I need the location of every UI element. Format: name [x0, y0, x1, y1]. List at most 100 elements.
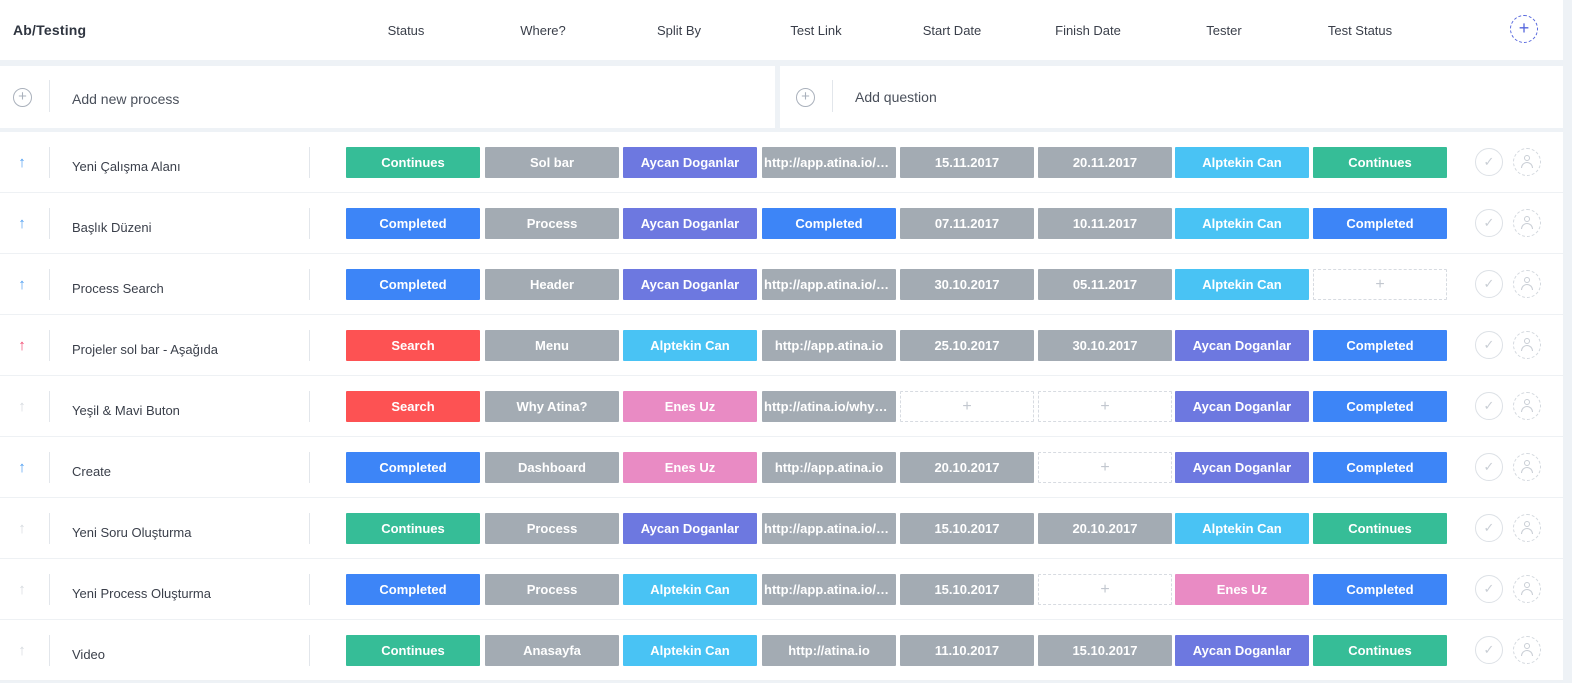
test-link-cell[interactable]: http://app.atina.io	[762, 330, 896, 361]
finish-date-cell[interactable]: 20.11.2017	[1038, 147, 1172, 178]
table-row[interactable]: ↑ Yeni Process Oluşturma Completed Process A…	[0, 559, 1563, 620]
table-row[interactable]: ↑ Process Search Completed Header Aycan Doga…	[0, 254, 1563, 315]
test-status-cell[interactable]: Completed	[1313, 452, 1447, 483]
column-header-status[interactable]: Status	[387, 23, 425, 38]
test-status-cell[interactable]: Completed	[1313, 574, 1447, 605]
test-link-cell[interactable]: http://atina.io	[762, 635, 896, 666]
tester-cell[interactable]: Alptekin Can	[1175, 269, 1309, 300]
tester-cell[interactable]: Alptekin Can	[1175, 208, 1309, 239]
column-header-tester[interactable]: Tester	[1206, 23, 1242, 38]
table-row[interactable]: ↑ Video Continues Anasayfa Alptekin Can http:…	[0, 620, 1563, 681]
start-date-cell[interactable]: 15.11.2017	[900, 147, 1034, 178]
tester-cell[interactable]: Aycan Doganlar	[1175, 452, 1309, 483]
column-header-split-by[interactable]: Split By	[656, 23, 702, 38]
arrow-up-icon[interactable]: ↑	[18, 520, 26, 537]
check-circle-icon[interactable]: ✓	[1475, 148, 1503, 176]
check-circle-icon[interactable]: ✓	[1475, 392, 1503, 420]
test-link-cell[interactable]: http://app.atina.io/pr...	[762, 513, 896, 544]
finish-date-cell[interactable]: 05.11.2017	[1038, 269, 1172, 300]
tester-cell[interactable]: Alptekin Can	[1175, 513, 1309, 544]
user-circle-icon[interactable]	[1513, 148, 1541, 176]
process-name[interactable]: Yeni Process Oluşturma	[72, 586, 211, 601]
process-name[interactable]: Yeni Çalışma Alanı	[72, 159, 181, 174]
finish-date-cell[interactable]: 15.10.2017	[1038, 635, 1172, 666]
table-row[interactable]: ↑ Yeni Soru Oluşturma Continues Process Ayca…	[0, 498, 1563, 559]
arrow-up-icon[interactable]: ↑	[18, 337, 26, 354]
where-cell[interactable]: Why Atina?	[485, 391, 619, 422]
empty-finish-date-cell[interactable]: +	[1038, 574, 1172, 605]
add-process-bar[interactable]: + Add new process	[0, 66, 775, 128]
status-cell[interactable]: Completed	[346, 452, 480, 483]
status-cell[interactable]: Completed	[346, 574, 480, 605]
arrow-up-icon[interactable]: ↑	[18, 215, 26, 232]
finish-date-cell[interactable]: 20.10.2017	[1038, 513, 1172, 544]
tester-cell[interactable]: Aycan Doganlar	[1175, 635, 1309, 666]
process-name[interactable]: Process Search	[72, 281, 164, 296]
check-circle-icon[interactable]: ✓	[1475, 514, 1503, 542]
where-cell[interactable]: Process	[485, 574, 619, 605]
status-cell[interactable]: Completed	[346, 269, 480, 300]
table-row[interactable]: ↑ Başlık Düzeni Completed Process Aycan Doga…	[0, 193, 1563, 254]
split-by-cell[interactable]: Enes Uz	[623, 391, 757, 422]
where-cell[interactable]: Menu	[485, 330, 619, 361]
start-date-cell[interactable]: 25.10.2017	[900, 330, 1034, 361]
split-by-cell[interactable]: Alptekin Can	[623, 635, 757, 666]
status-cell[interactable]: Continues	[346, 147, 480, 178]
split-by-cell[interactable]: Alptekin Can	[623, 574, 757, 605]
process-name[interactable]: Başlık Düzeni	[72, 220, 152, 235]
check-circle-icon[interactable]: ✓	[1475, 575, 1503, 603]
add-question-input[interactable]: Add question	[855, 89, 937, 105]
status-cell[interactable]: Completed	[346, 208, 480, 239]
user-circle-icon[interactable]	[1513, 636, 1541, 664]
add-question-bar[interactable]: + Add question	[780, 66, 1563, 128]
finish-date-cell[interactable]: 30.10.2017	[1038, 330, 1172, 361]
check-circle-icon[interactable]: ✓	[1475, 209, 1503, 237]
start-date-cell[interactable]: 15.10.2017	[900, 513, 1034, 544]
user-circle-icon[interactable]	[1513, 209, 1541, 237]
status-cell[interactable]: Continues	[346, 635, 480, 666]
user-circle-icon[interactable]	[1513, 331, 1541, 359]
test-status-cell[interactable]: Completed	[1313, 208, 1447, 239]
start-date-cell[interactable]: 15.10.2017	[900, 574, 1034, 605]
start-date-cell[interactable]: 07.11.2017	[900, 208, 1034, 239]
add-process-input[interactable]: Add new process	[72, 91, 180, 107]
split-by-cell[interactable]: Alptekin Can	[623, 330, 757, 361]
check-circle-icon[interactable]: ✓	[1475, 270, 1503, 298]
test-link-cell[interactable]: http://atina.io/whyatina	[762, 391, 896, 422]
test-link-cell[interactable]: http://app.atina.io/pr...	[762, 147, 896, 178]
check-circle-icon[interactable]: ✓	[1475, 331, 1503, 359]
empty-finish-date-cell[interactable]: +	[1038, 391, 1172, 422]
arrow-up-icon[interactable]: ↑	[18, 581, 26, 598]
table-row[interactable]: ↑ Yeşil & Mavi Buton Search Why Atina? Enes …	[0, 376, 1563, 437]
finish-date-cell[interactable]: 10.11.2017	[1038, 208, 1172, 239]
column-header-where[interactable]: Where?	[520, 23, 566, 38]
test-status-cell[interactable]: Continues	[1313, 635, 1447, 666]
tester-cell[interactable]: Aycan Doganlar	[1175, 330, 1309, 361]
column-header-finish-date[interactable]: Finish Date	[1055, 23, 1121, 38]
start-date-cell[interactable]: 30.10.2017	[900, 269, 1034, 300]
user-circle-icon[interactable]	[1513, 270, 1541, 298]
user-circle-icon[interactable]	[1513, 514, 1541, 542]
where-cell[interactable]: Anasayfa	[485, 635, 619, 666]
add-column-icon[interactable]: +	[1510, 15, 1538, 43]
table-row[interactable]: ↑ Create Completed Dashboard Enes Uz http://a…	[0, 437, 1563, 498]
user-circle-icon[interactable]	[1513, 392, 1541, 420]
arrow-up-icon[interactable]: ↑	[18, 398, 26, 415]
user-circle-icon[interactable]	[1513, 575, 1541, 603]
process-name[interactable]: Yeni Soru Oluşturma	[72, 525, 192, 540]
where-cell[interactable]: Process	[485, 208, 619, 239]
table-row[interactable]: ↑ Yeni Çalışma Alanı Continues Sol bar Aycan…	[0, 132, 1563, 193]
split-by-cell[interactable]: Aycan Doganlar	[623, 269, 757, 300]
test-status-cell[interactable]: Completed	[1313, 330, 1447, 361]
where-cell[interactable]: Sol bar	[485, 147, 619, 178]
test-link-cell[interactable]: Completed	[762, 208, 896, 239]
table-row[interactable]: ↑ Projeler sol bar - Aşağıda Search Menu Alp…	[0, 315, 1563, 376]
check-circle-icon[interactable]: ✓	[1475, 636, 1503, 664]
process-name[interactable]: Projeler sol bar - Aşağıda	[72, 342, 218, 357]
column-header-start-date[interactable]: Start Date	[922, 23, 982, 38]
arrow-up-icon[interactable]: ↑	[18, 642, 26, 659]
test-link-cell[interactable]: http://app.atina.io/pr...	[762, 269, 896, 300]
test-link-cell[interactable]: http://app.atina.io/pr...	[762, 574, 896, 605]
column-header-test-status[interactable]: Test Status	[1327, 23, 1393, 38]
empty-test-status-cell[interactable]: +	[1313, 269, 1447, 300]
